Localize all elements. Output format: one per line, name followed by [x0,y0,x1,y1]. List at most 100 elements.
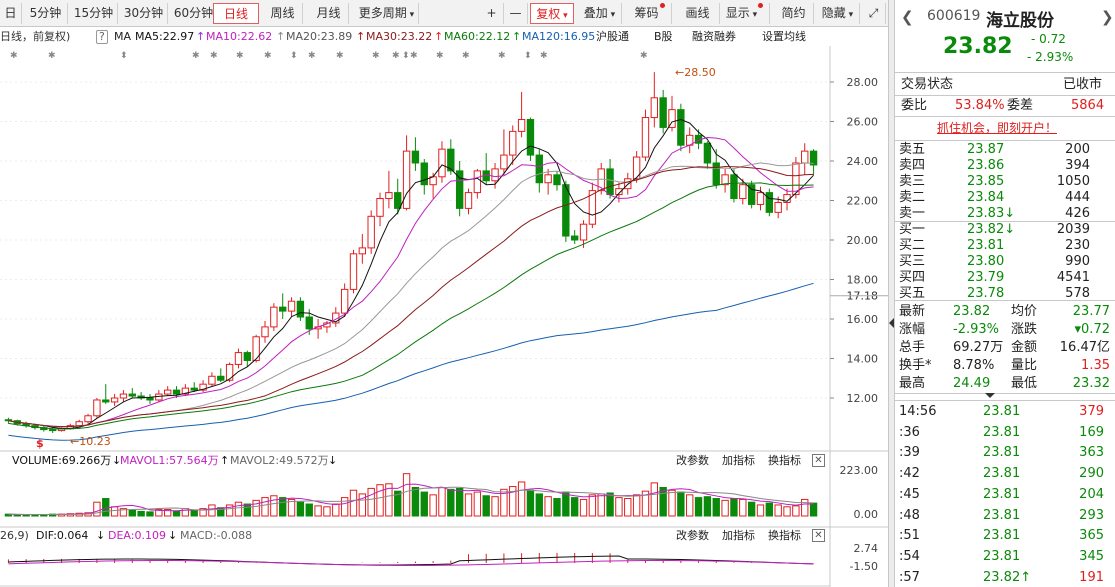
stat-row: 总手 69.27万 金额 16.47亿 [895,338,1115,357]
book-price: 23.80 [967,254,1005,269]
book-row[interactable]: 卖五 23.87 200 [895,142,1115,158]
toolbar-btn-11[interactable]: 复权 ▾ [530,3,574,24]
stat-l2: 均价 [1011,304,1038,319]
ma-legend-item[interactable]: 设置均线 [762,30,806,43]
event-marker-icon: ⬍ [290,51,298,61]
toolbar-btn-6[interactable]: 周线 [263,3,303,24]
next-stock-icon[interactable]: ❯ [1101,8,1114,26]
collapse-arrow-icon[interactable] [889,318,894,328]
toolbar-btn-13[interactable]: 筹码 [628,3,672,24]
toolbar-btn-17[interactable]: 隐藏 ▾ [816,3,860,24]
toolbar-btn-12[interactable]: 叠加 ▾ [578,3,622,24]
volume-bar [464,493,473,517]
prev-stock-icon[interactable]: ❮ [901,8,914,26]
panel-splitter[interactable] [888,0,894,587]
toolbar-btn-16[interactable]: 简约 [774,3,814,24]
candle-body [668,109,676,128]
toolbar-btn-9[interactable]: + [480,3,504,24]
toolbar-btn-2[interactable]: 15分钟 [70,3,118,24]
book-row[interactable]: 买四 23.79 4541 [895,270,1115,286]
tick-volume: 363 [1079,445,1104,461]
book-row[interactable]: 买一 23.82↓ 2039 [895,222,1115,238]
volume-bar [668,489,676,517]
candle-body [172,389,181,395]
book-price: 23.86 [967,158,1005,173]
macd-tick-label: 2.74 [854,542,879,555]
ma-legend-item[interactable]: 融资融券 [692,30,736,43]
candle-body [703,142,712,164]
ma-legend-item: MA120:16.95 [522,30,596,43]
candle-body [747,184,756,205]
toolbar-btn-label: 显示 [725,6,750,20]
book-volume: 394 [1065,158,1090,173]
toolbar-btn-7[interactable]: 月线 [309,3,349,24]
toolbar-btn-3[interactable]: 30分钟 [120,3,168,24]
quote-panel: ❮ 600619 海立股份 ❯ 23.82 - 0.72 - 2.93% 交易状… [894,0,1115,587]
stat-l2: 量比 [1011,358,1038,373]
stat-l2: 最低 [1011,376,1038,391]
macd-btn-0[interactable]: 改参数 [676,529,709,542]
toolbar-btn-18[interactable]: ⤢ [862,3,886,24]
volume-bar [491,496,499,517]
open-account-link[interactable]: 抓住机会，即刻开户！ [895,119,1115,138]
expand-ticks-icon[interactable] [985,393,995,398]
candle-body [792,162,800,196]
book-row[interactable]: 买三 23.80 990 [895,254,1115,270]
macd-btn-2[interactable]: 换指标 [768,529,801,542]
candle-body [93,399,101,417]
tick-volume: 290 [1079,466,1104,482]
candle-body [199,383,207,391]
book-row[interactable]: 卖二 23.84 444 [895,190,1115,206]
toolbar-btn-15[interactable]: 显示 ▾ [720,3,770,24]
event-marker-icon: ✱ [372,51,380,61]
dea-value: DEA:0.109 [108,529,166,542]
tick-row: :36 23.81 169 [895,423,1115,442]
book-row[interactable]: 卖三 23.85 1050 [895,174,1115,190]
volume-bar [438,486,446,517]
book-row[interactable]: 卖四 23.86 394 [895,158,1115,174]
book-price: 23.81 [967,238,1005,253]
toolbar-btn-10[interactable]: — [504,3,528,24]
candle-body [438,148,446,178]
toolbar-btn-0[interactable]: 日 [0,3,22,24]
close-icon[interactable]: ✕ [812,454,825,467]
order-ratio-value: 53.84% [955,98,1005,113]
volume-bar [93,501,101,517]
candle-body [225,363,234,381]
volume-btn-1[interactable]: 加指标 [722,454,755,467]
open-account-text[interactable]: 抓住机会，即刻开户！ [937,121,1058,135]
tick-row: :42 23.81 290 [895,464,1115,483]
toolbar-btn-5[interactable]: 日线 [213,3,259,24]
volume-btn-0[interactable]: 改参数 [676,454,709,467]
toolbar-btn-4[interactable]: 60分钟 [170,3,218,24]
book-row[interactable]: 买五 23.78 578 [895,286,1115,302]
event-marker-icon: ✱ [540,51,548,61]
candle-body [517,119,526,132]
volume-bar [402,473,411,517]
book-volume: 990 [1065,254,1090,269]
event-marker-icon: ✱ [410,51,418,61]
macd-btn-1[interactable]: 加指标 [722,529,755,542]
toolbar-btn-14[interactable]: 画线 [676,3,720,24]
stat-l2: 涨跌 [1011,322,1038,337]
ma-legend-item[interactable]: B股 [654,30,673,43]
toolbar-btn-8[interactable]: 更多周期 ▾ [355,3,419,24]
price-tick-label: 22.00 [847,195,879,208]
book-row[interactable]: 卖一 23.83↓ 426 [895,206,1115,222]
candle-body [712,162,720,186]
down-arrow-icon: ↓ [112,454,122,467]
ma-legend-item: MA [114,30,132,43]
volume-btn-2[interactable]: 换指标 [768,454,801,467]
volume-bar [553,498,561,517]
toolbar-btn-1[interactable]: 5分钟 [24,3,68,24]
toolbar-btn-label: 日线 [223,7,248,21]
stat-row: 最高 24.49 最低 23.32 [895,374,1115,393]
close-icon[interactable]: ✕ [812,529,825,542]
caret-down-icon: ▾ [406,10,415,20]
book-row[interactable]: 买二 23.81 230 [895,238,1115,254]
ma-legend-item: ? [96,30,108,44]
ma10-line [8,136,814,428]
event-marker-icon: ✱ [10,51,18,61]
ma-legend-item[interactable]: 沪股通 [596,30,629,43]
mavol1-value: MAVOL1:57.564万 [120,454,219,467]
